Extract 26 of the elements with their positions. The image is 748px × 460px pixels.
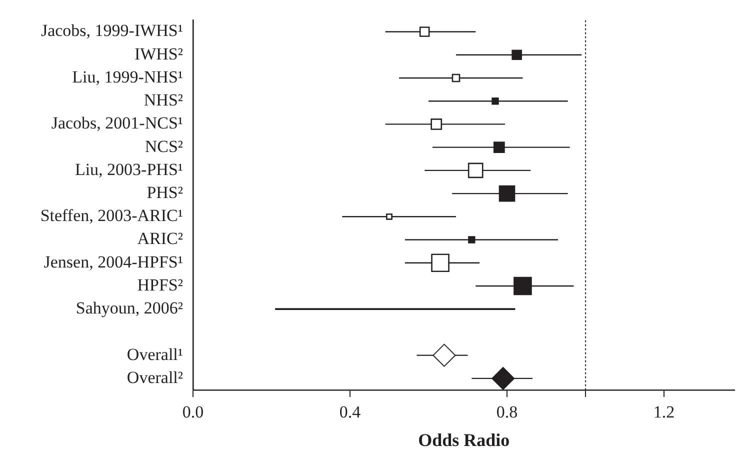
y-tick-label: IWHS² [134, 44, 183, 64]
y-tick-label: NCS² [144, 136, 183, 156]
y-tick-label: Jensen, 2004-HPFS¹ [44, 252, 183, 272]
x-tick-label: 1.2 [653, 402, 675, 422]
y-tick-label: HPFS² [137, 275, 183, 294]
y-tick-label: ARIC² [137, 229, 183, 248]
y-tick-label: Steffen, 2003-ARIC¹ [40, 206, 183, 226]
y-tick-label: Sahyoun, 2006² [76, 298, 183, 318]
y-tick-label: PHS² [146, 183, 183, 202]
point [419, 26, 430, 37]
point [493, 142, 505, 153]
point [512, 50, 522, 60]
x-tick-label: 0.4 [339, 402, 362, 422]
y-tick-label: Overall¹ [126, 344, 183, 364]
x-tick-label: 0.8 [496, 402, 518, 422]
y-tick-label: Jacobs, 2001-NCS¹ [51, 114, 183, 133]
x-axis-title: Odds Radio [418, 430, 510, 450]
point [432, 344, 456, 367]
y-tick-label: NHS² [144, 90, 183, 110]
y-tick-label: Jacobs, 1999-IWHS¹ [40, 21, 183, 40]
point [492, 366, 515, 390]
point [430, 118, 442, 130]
y-tick-label: Overall² [126, 368, 183, 387]
y-tick-label: Liu, 1999-NHS¹ [72, 67, 183, 86]
y-tick-label: Liu, 2003-PHS¹ [74, 160, 183, 179]
x-tick-label: 0.0 [182, 402, 204, 422]
